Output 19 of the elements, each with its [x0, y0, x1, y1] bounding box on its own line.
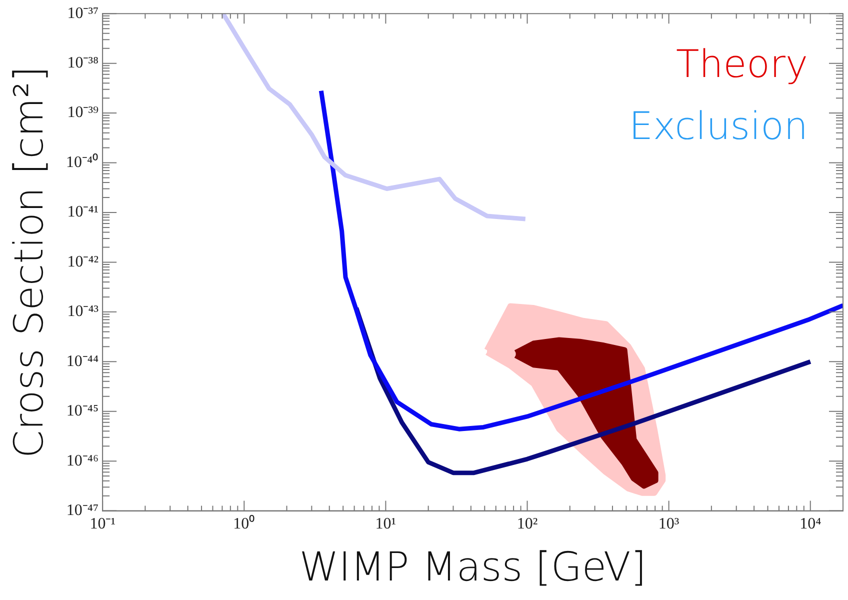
- y-tick-label: 10⁻³⁹: [67, 104, 99, 122]
- y-axis-title: Cross Section [cm²]: [6, 66, 52, 458]
- x-axis-title: WIMP Mass [GeV]: [299, 544, 646, 590]
- y-tick-label: 10⁻³⁸: [67, 54, 99, 72]
- y-tick-label: 10⁻⁴⁵: [66, 402, 99, 420]
- y-tick-label: 10⁻⁴³: [67, 303, 99, 320]
- y-tick-label: 10⁻⁴⁰: [66, 152, 99, 171]
- x-tick-label: 10²: [516, 516, 538, 533]
- y-tick-label: 10⁻⁴²: [67, 253, 99, 270]
- y-tick-label: 10⁻⁴⁴: [66, 352, 99, 370]
- annotation: Theory: [676, 42, 808, 86]
- x-tick-label: 10³: [658, 516, 680, 533]
- x-tick-label: 10¹: [375, 516, 396, 533]
- y-tick-label: 10⁻⁴¹: [67, 204, 99, 221]
- y-tick-label: 10⁻³⁷: [67, 4, 99, 22]
- x-tick-label: 10⁰: [233, 514, 256, 533]
- x-tick-label: 10⁴: [800, 516, 822, 533]
- annotation: Exclusion: [628, 104, 808, 148]
- y-tick-label: 10⁻⁴⁶: [66, 452, 99, 470]
